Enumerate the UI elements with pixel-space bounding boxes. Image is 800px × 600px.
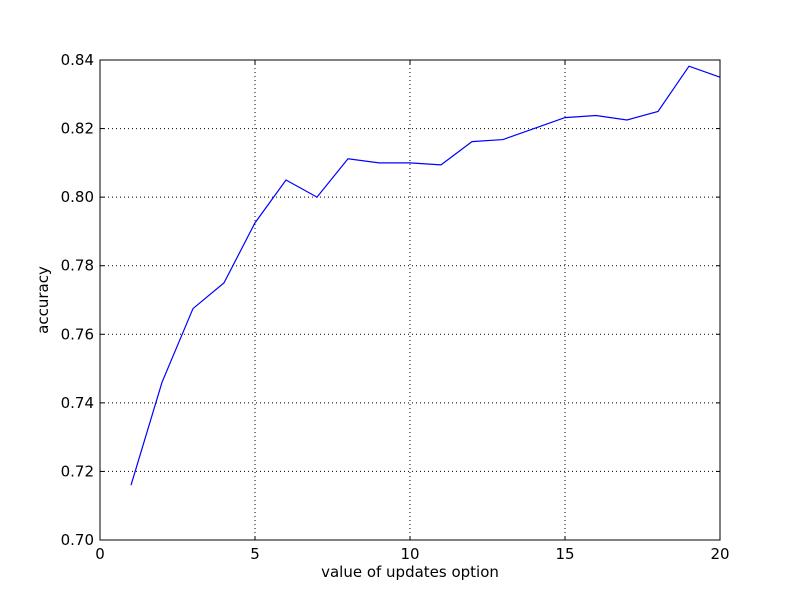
ticks: 0 5 10 15 20 0.70 0.72 0.74 0.76 0.78 0.80 0.82 0.84: [61, 51, 730, 563]
plot-frame: [99, 59, 721, 541]
x-tick-label: 20: [710, 545, 729, 563]
series-layer: [130, 65, 721, 486]
series-line: [130, 65, 721, 486]
x-tick-label: 5: [250, 545, 260, 563]
x-tick-label: 0: [95, 545, 105, 563]
y-tick-label: 0.80: [61, 188, 94, 206]
y-axis-label: accuracy: [34, 266, 52, 334]
x-tick-label: 10: [400, 545, 419, 563]
y-tick-label: 0.78: [61, 257, 94, 275]
x-tick-label: 15: [555, 545, 574, 563]
y-tick-label: 0.84: [61, 51, 94, 69]
grid: [100, 60, 720, 540]
x-axis-label: value of updates option: [321, 563, 499, 581]
y-tick-label: 0.76: [61, 325, 94, 343]
y-tick-label: 0.72: [61, 462, 94, 480]
y-tick-label: 0.74: [61, 394, 94, 412]
y-tick-label: 0.82: [61, 120, 94, 138]
y-tick-label: 0.70: [61, 531, 94, 549]
